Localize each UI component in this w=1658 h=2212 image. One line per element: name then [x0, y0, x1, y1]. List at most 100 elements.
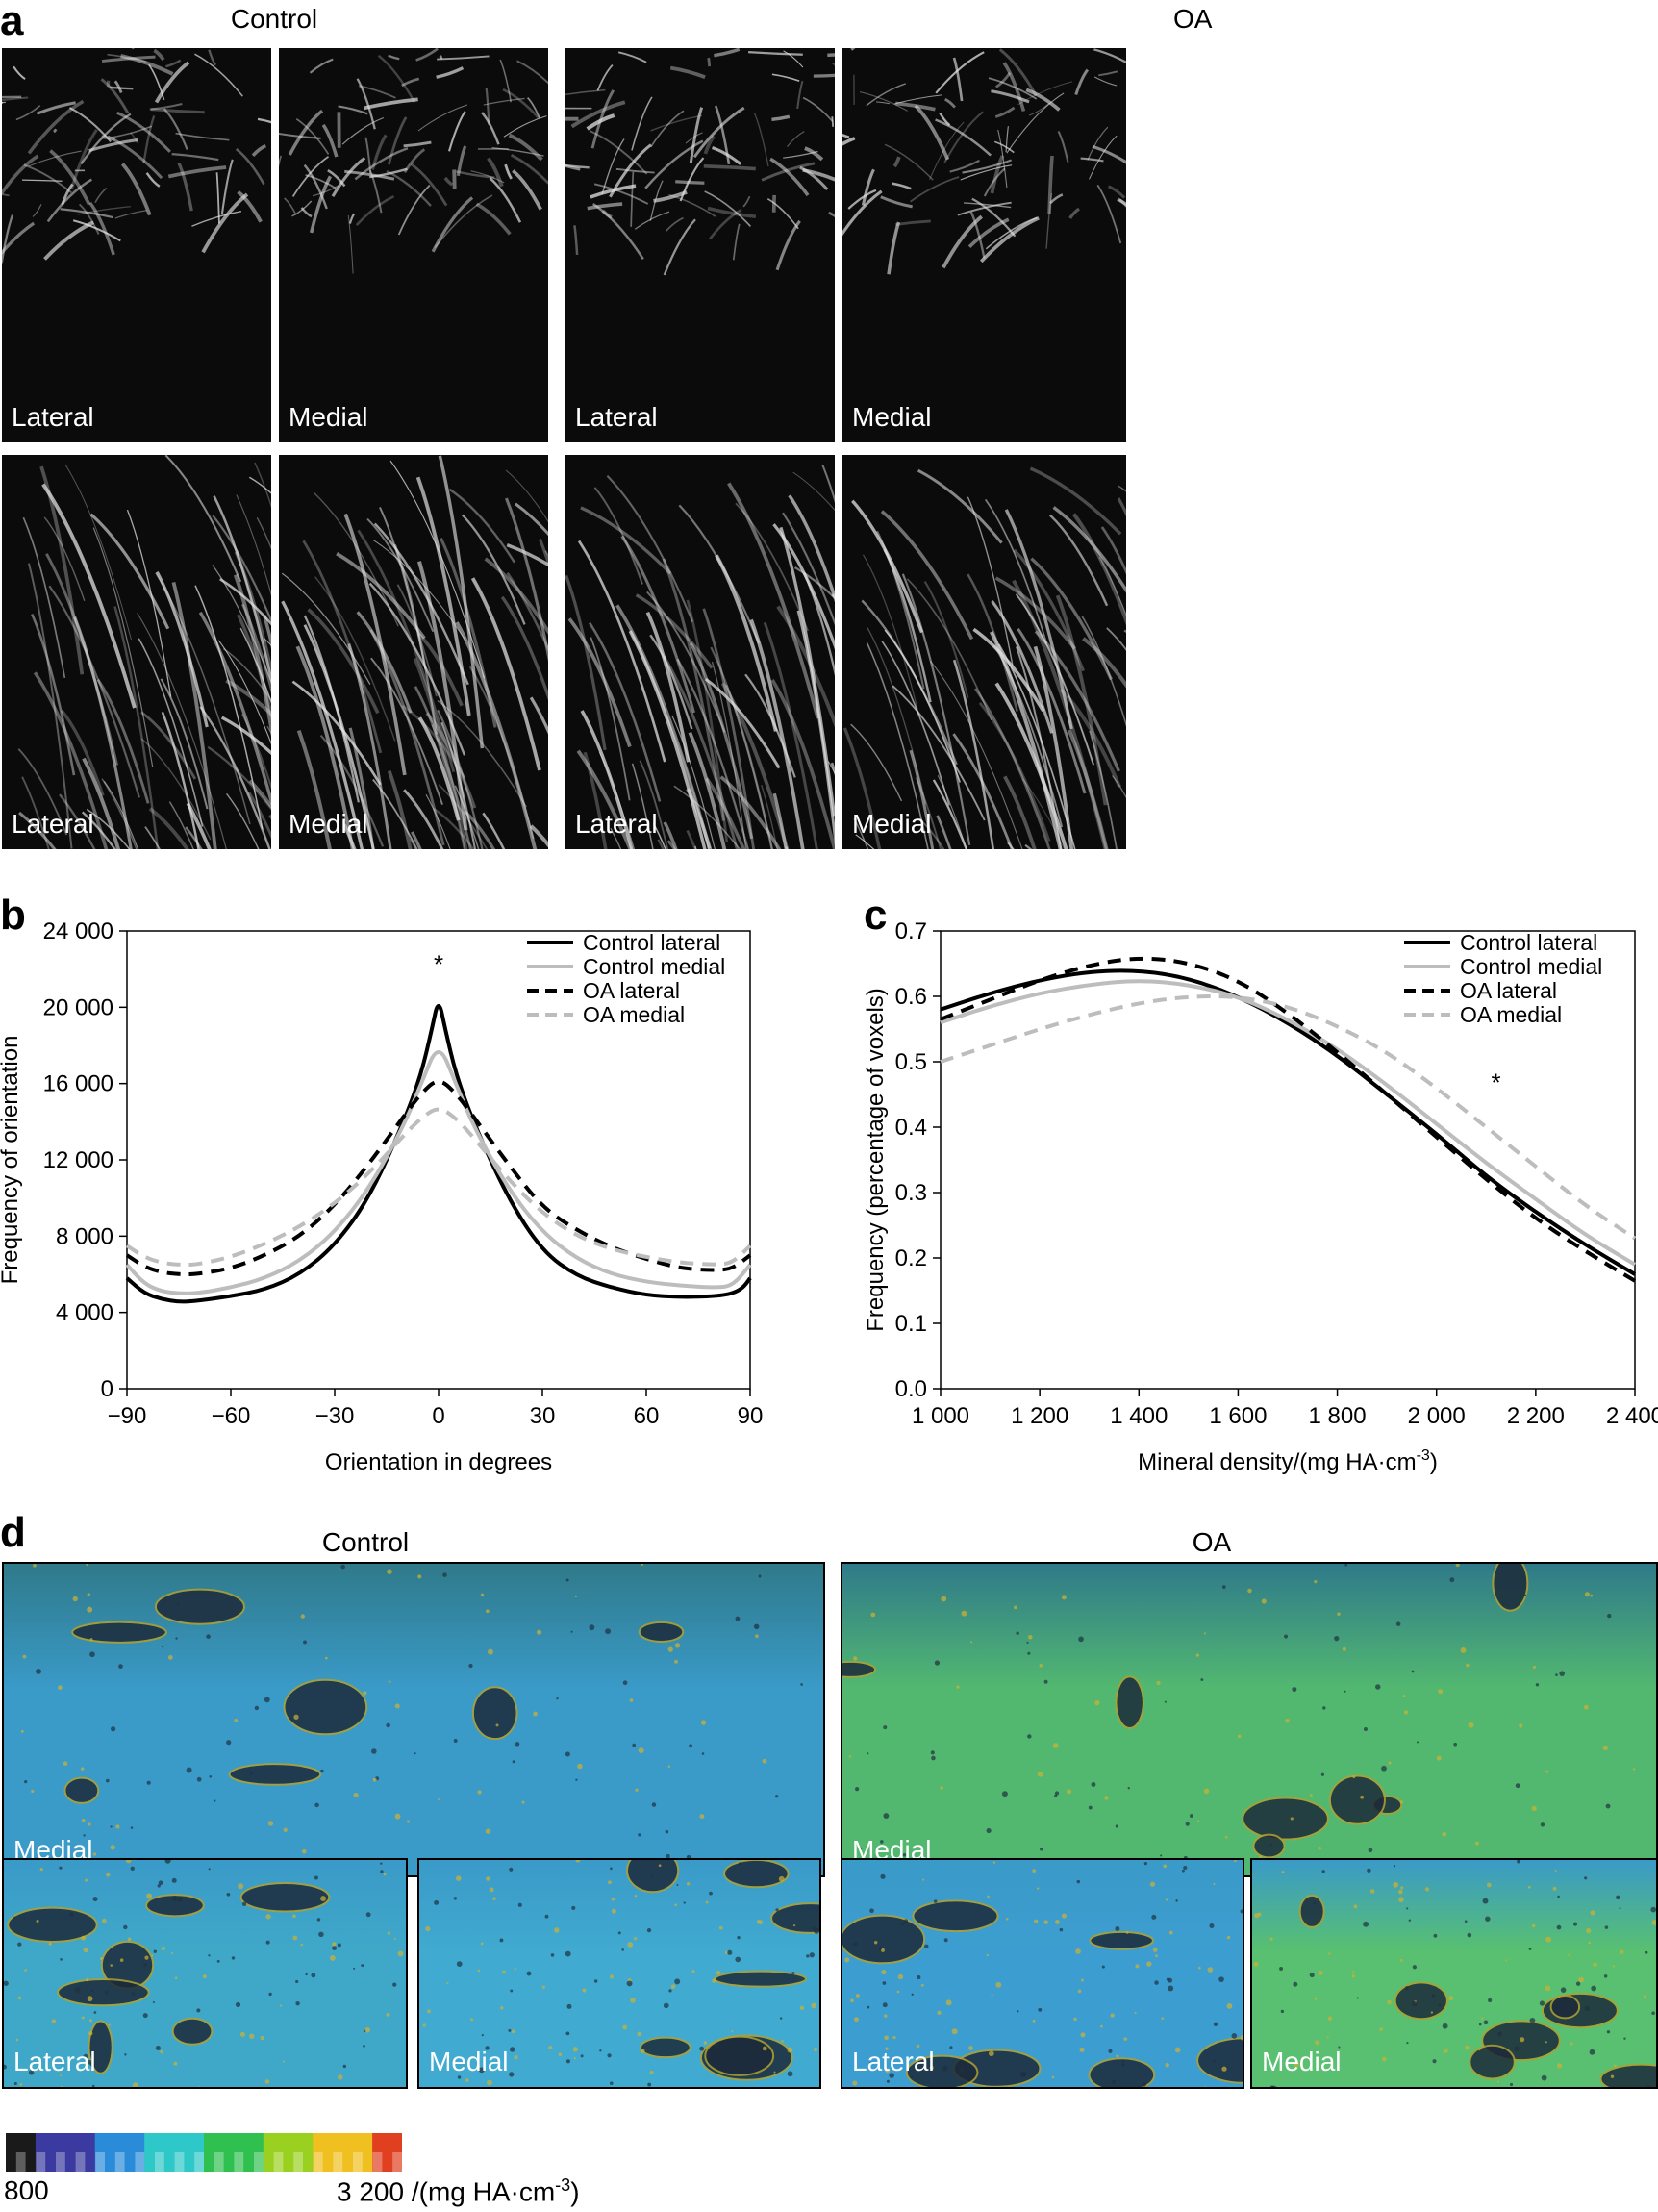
speckle — [1337, 1612, 1341, 1616]
colorbar-cell — [154, 2133, 165, 2152]
speckle — [453, 1739, 458, 1743]
speckle — [1200, 1678, 1204, 1682]
speckle — [1080, 1978, 1084, 1982]
speckle — [1052, 1743, 1059, 1748]
speckle — [1388, 1761, 1392, 1765]
mineral-density-chart-svg: 0.0 0.1 0.2 0.3 0.4 0.5 0.6 0.7 1 000 1 200 1 400 1… — [863, 918, 1658, 1475]
speckle — [151, 1954, 154, 1957]
speckle — [87, 1996, 93, 2002]
colorbar-cell — [85, 2133, 96, 2152]
speckle — [48, 1942, 52, 1946]
speckle — [152, 2000, 155, 2004]
speckle — [295, 2001, 300, 2006]
colorbar — [6, 2133, 403, 2172]
speckle — [1344, 1690, 1346, 1693]
colorbar-cell — [322, 2133, 334, 2152]
speckle — [397, 1950, 404, 1957]
speckle — [1054, 1791, 1060, 1796]
colorbar-cell — [184, 2133, 195, 2152]
speckle — [799, 2005, 805, 2010]
speckle — [1531, 1923, 1536, 1928]
panel-d-letter: d — [0, 1509, 26, 1556]
speckle — [115, 1824, 120, 1829]
speckle — [869, 1908, 874, 1914]
speckle — [1037, 1772, 1043, 1777]
speckle — [920, 1983, 924, 1987]
speckle — [1520, 2037, 1525, 2043]
speckle — [515, 1742, 520, 1747]
speckle — [1554, 1870, 1557, 1873]
speckle — [1293, 1981, 1298, 1987]
speckle — [1221, 1585, 1226, 1589]
mineral-map-label: Lateral — [13, 2047, 96, 2076]
speckle — [456, 1961, 463, 1967]
speckle — [778, 1875, 785, 1882]
speckle — [1404, 1986, 1409, 1991]
lacuna — [1115, 1675, 1144, 1729]
speckle — [1531, 1805, 1537, 1812]
speckle — [629, 1698, 634, 1702]
speckle — [162, 1646, 164, 1648]
speckle — [1218, 1976, 1224, 1982]
lacuna — [145, 1894, 205, 1918]
speckle — [1578, 1976, 1585, 1983]
speckle — [1073, 2017, 1077, 2022]
speckle — [1541, 2074, 1547, 2081]
speckle — [1584, 1876, 1588, 1880]
speckle — [550, 1953, 555, 1957]
speckle — [869, 2061, 872, 2065]
speckle — [781, 2040, 784, 2043]
colorbar-cell — [352, 2152, 364, 2172]
speckle — [174, 1976, 178, 1980]
colorbar-cell — [303, 2133, 314, 2152]
speckle — [164, 1860, 171, 1864]
speckle — [57, 1685, 63, 1691]
series-line-control-medial — [125, 1050, 752, 1295]
speckle — [610, 1974, 615, 1979]
speckle — [427, 2009, 431, 2014]
speckle — [414, 1752, 416, 1755]
lacuna — [704, 2035, 775, 2076]
speckle — [1524, 1594, 1527, 1596]
speckle — [479, 1696, 482, 1698]
speckle — [674, 1978, 681, 1985]
speckle — [1104, 1796, 1109, 1800]
speckle — [1519, 1723, 1523, 1728]
colorbar-cell — [382, 2133, 393, 2152]
speckle — [318, 1931, 324, 1938]
speckle — [779, 2017, 783, 2020]
speckle — [1398, 1897, 1404, 1903]
colorbar-cell — [303, 2152, 314, 2172]
colorbar-cell — [362, 2133, 373, 2152]
speckle — [1412, 2000, 1418, 2007]
speckle — [1606, 2030, 1611, 2034]
speckle — [106, 1873, 111, 1877]
speckle — [132, 2082, 138, 2087]
speckle — [80, 1767, 85, 1771]
colorbar-cell — [75, 2133, 86, 2152]
speckle — [146, 1780, 151, 1785]
speckle — [4, 1980, 9, 1986]
speckle — [931, 1755, 936, 1761]
speckle — [941, 1596, 947, 1602]
speckle — [320, 1896, 327, 1902]
speckle — [933, 1899, 938, 1903]
speckle — [1545, 1770, 1549, 1773]
speckle — [332, 1946, 338, 1951]
x-tick-label: 1 200 — [1011, 1403, 1068, 1429]
speckle — [582, 1988, 587, 1993]
colorbar-cell — [372, 2152, 383, 2172]
speckle — [20, 1729, 24, 1733]
speckle — [638, 1747, 644, 1754]
speckle — [699, 1814, 705, 1820]
speckle — [1075, 1948, 1081, 1954]
speckle — [897, 1973, 904, 1980]
legend-label: Control lateral — [1460, 930, 1597, 955]
speckle — [712, 1978, 716, 1983]
speckle — [72, 1596, 78, 1602]
speckle — [855, 1993, 860, 1998]
speckle — [674, 1903, 678, 1907]
speckle — [1646, 2085, 1651, 2087]
speckle — [911, 1993, 914, 1997]
mineral-map-6: Medial — [1250, 1858, 1658, 2089]
